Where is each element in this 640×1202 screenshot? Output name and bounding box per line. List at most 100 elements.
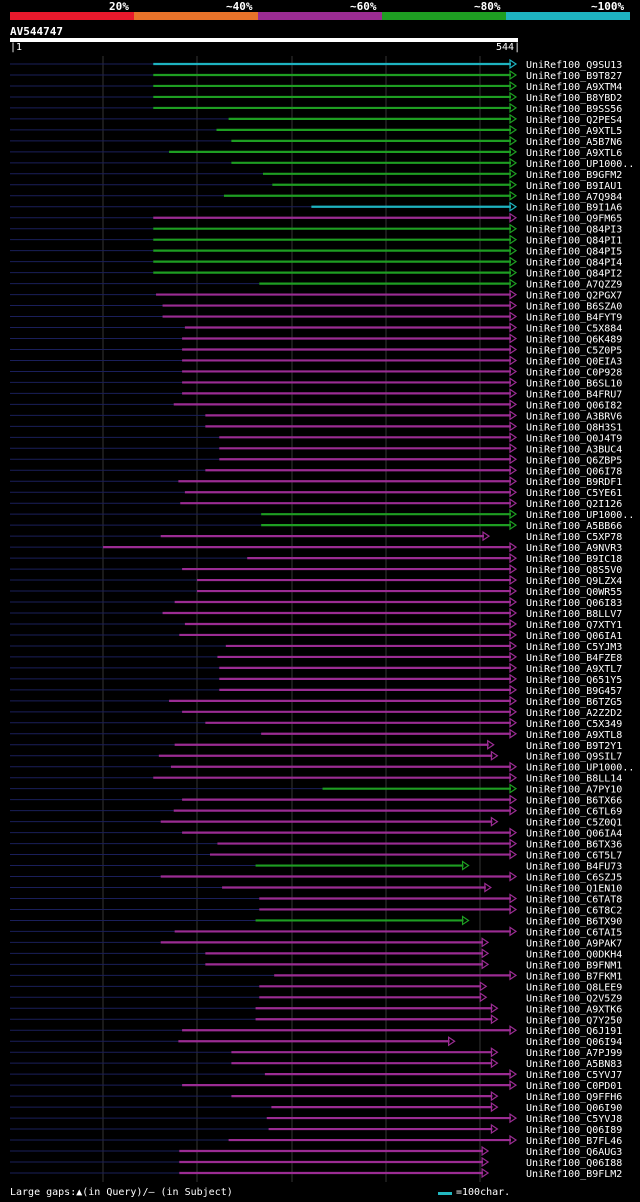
hit-label[interactable]: UniRef100_C5X349 (526, 719, 622, 730)
hit-row[interactable]: UniRef100_B8LL14 (10, 772, 622, 785)
hit-row[interactable]: UniRef100_A3BUC4 (10, 443, 622, 455)
hit-label[interactable]: UniRef100_C6TL69 (526, 807, 622, 818)
hit-label[interactable]: UniRef100_C5XP78 (526, 532, 622, 543)
hit-label[interactable]: UniRef100_C5Z0Q1 (526, 818, 622, 829)
hit-label[interactable]: UniRef100_B6SL10 (526, 378, 622, 389)
hit-row[interactable]: UniRef100_A9XTM4 (10, 80, 622, 93)
hit-row[interactable]: UniRef100_Q1EN10 (10, 882, 622, 895)
hit-row[interactable]: UniRef100_C5Z0P5 (10, 344, 622, 356)
hit-label[interactable]: UniRef100_C5YE61 (526, 488, 622, 499)
hit-label[interactable]: UniRef100_B9G457 (526, 686, 622, 697)
hit-row[interactable]: UniRef100_Q06I82 (10, 399, 622, 411)
hit-label[interactable]: UniRef100_Q6ZBP5 (526, 455, 622, 466)
hit-label[interactable]: UniRef100_Q651Y5 (526, 675, 622, 686)
hit-row[interactable]: UniRef100_UP1000.. (10, 157, 634, 170)
hit-label[interactable]: UniRef100_Q9FM65 (526, 214, 622, 225)
hit-row[interactable]: UniRef100_Q9FFH6 (10, 1090, 622, 1103)
hit-label[interactable]: UniRef100_B8LLV7 (526, 609, 622, 620)
hit-row[interactable]: UniRef100_B9IC18 (10, 552, 622, 565)
hit-row[interactable]: UniRef100_A5B7N6 (10, 135, 622, 148)
hit-row[interactable]: UniRef100_A9XTK6 (10, 1003, 622, 1015)
hit-label[interactable]: UniRef100_C5YJM3 (526, 642, 622, 653)
hit-row[interactable]: UniRef100_Q06IA4 (10, 827, 622, 840)
hit-row[interactable]: UniRef100_B9FLM2 (10, 1167, 622, 1180)
hit-label[interactable]: UniRef100_C5X884 (526, 324, 622, 335)
hit-label[interactable]: UniRef100_Q9SU13 (526, 60, 622, 71)
hit-row[interactable]: UniRef100_A3BRV6 (10, 410, 622, 422)
hit-label[interactable]: UniRef100_B6TX90 (526, 916, 622, 927)
hit-label[interactable]: UniRef100_A5BN83 (526, 1059, 622, 1070)
hit-row[interactable]: UniRef100_C5YE61 (10, 487, 622, 499)
hit-label[interactable]: UniRef100_A9NVR3 (526, 543, 622, 554)
hit-label[interactable]: UniRef100_A3BUC4 (526, 444, 622, 455)
hit-row[interactable]: UniRef100_A9NVR3 (10, 541, 622, 554)
hit-label[interactable]: UniRef100_B9I1A6 (526, 203, 622, 214)
hit-row[interactable]: UniRef100_B6TX36 (10, 838, 622, 851)
hit-row[interactable]: UniRef100_Q9SU13 (10, 58, 622, 71)
hit-row[interactable]: UniRef100_Q06I89 (10, 1123, 622, 1136)
hit-row[interactable]: UniRef100_B4FZE8 (10, 651, 622, 664)
hit-row[interactable]: UniRef100_A7QZZ9 (10, 278, 622, 291)
hit-row[interactable]: UniRef100_Q6AUG3 (10, 1145, 622, 1158)
hit-row[interactable]: UniRef100_C6T8C2 (10, 904, 622, 916)
hit-label[interactable]: UniRef100_Q9FFH6 (526, 1092, 622, 1103)
hit-label[interactable]: UniRef100_B9IAU1 (526, 181, 622, 192)
hit-row[interactable]: UniRef100_Q84PI1 (10, 234, 622, 247)
hit-label[interactable]: UniRef100_B6TX36 (526, 840, 622, 851)
hit-row[interactable]: UniRef100_B9SS56 (10, 102, 622, 115)
hit-row[interactable]: UniRef100_Q8H3S1 (10, 421, 622, 433)
hit-row[interactable]: UniRef100_B9G457 (10, 684, 622, 697)
hit-label[interactable]: UniRef100_A5BB66 (526, 521, 622, 532)
hit-label[interactable]: UniRef100_Q6K489 (526, 335, 622, 346)
hit-row[interactable]: UniRef100_Q06IA1 (10, 629, 622, 642)
hit-row[interactable]: UniRef100_A9XTL8 (10, 728, 622, 741)
hit-row[interactable]: UniRef100_Q06I90 (10, 1101, 622, 1114)
hit-row[interactable]: UniRef100_B9IAU1 (10, 179, 622, 192)
hit-row[interactable]: UniRef100_B9FNM1 (10, 959, 622, 971)
hit-row[interactable]: UniRef100_C5YVJ8 (10, 1112, 622, 1125)
hit-label[interactable]: UniRef100_Q06IA1 (526, 631, 622, 642)
hit-label[interactable]: UniRef100_A7PJ99 (526, 1048, 622, 1059)
hit-label[interactable]: UniRef100_B9SS56 (526, 104, 622, 115)
hit-row[interactable]: UniRef100_Q7XTY1 (10, 618, 622, 631)
hit-row[interactable]: UniRef100_Q06I78 (10, 465, 622, 477)
hit-row[interactable]: UniRef100_C5X884 (10, 322, 622, 335)
hit-row[interactable]: UniRef100_B6SZA0 (10, 300, 622, 313)
hit-label[interactable]: UniRef100_B8YBD2 (526, 93, 622, 104)
hit-label[interactable]: UniRef100_B6TX66 (526, 796, 622, 807)
hit-row[interactable]: UniRef100_B9RDF1 (10, 476, 622, 488)
hit-row[interactable]: UniRef100_B8LLV7 (10, 607, 622, 620)
hit-row[interactable]: UniRef100_C5Z0Q1 (10, 816, 622, 829)
hit-row[interactable]: UniRef100_Q84PI5 (10, 245, 622, 258)
hit-label[interactable]: UniRef100_Q9LZX4 (526, 576, 622, 587)
hit-label[interactable]: UniRef100_B8LL14 (526, 774, 622, 785)
hit-label[interactable]: UniRef100_B4FU73 (526, 862, 622, 873)
hit-row[interactable]: UniRef100_C6TL69 (10, 805, 622, 818)
hit-row[interactable]: UniRef100_Q06I88 (10, 1156, 622, 1169)
hit-row[interactable]: UniRef100_Q7Y250 (10, 1014, 622, 1026)
hit-label[interactable]: UniRef100_A9XTL6 (526, 148, 622, 159)
hit-row[interactable]: UniRef100_Q2I126 (10, 498, 622, 510)
hit-label[interactable]: UniRef100_A9PAK7 (526, 938, 622, 949)
hit-label[interactable]: UniRef100_A9XTL5 (526, 126, 622, 137)
hit-label[interactable]: UniRef100_B4FZE8 (526, 653, 622, 664)
hit-row[interactable]: UniRef100_Q9LZX4 (10, 574, 622, 587)
hit-label[interactable]: UniRef100_A5B7N6 (526, 137, 622, 148)
hit-row[interactable]: UniRef100_B4FU73 (10, 860, 622, 873)
hit-row[interactable]: UniRef100_C5YVJ7 (10, 1069, 622, 1081)
hit-row[interactable]: UniRef100_Q8LEE9 (10, 981, 622, 993)
hit-row[interactable]: UniRef100_B9GFM2 (10, 168, 622, 181)
hit-row[interactable]: UniRef100_Q651Y5 (10, 673, 622, 686)
hit-label[interactable]: UniRef100_B6SZA0 (526, 302, 622, 313)
hit-label[interactable]: UniRef100_B9IC18 (526, 554, 622, 565)
hit-label[interactable]: UniRef100_Q8LEE9 (526, 982, 622, 993)
hit-label[interactable]: UniRef100_Q1EN10 (526, 884, 622, 895)
hit-label[interactable]: UniRef100_C6TAI5 (526, 927, 622, 938)
hit-row[interactable]: UniRef100_Q6ZBP5 (10, 454, 622, 466)
hit-row[interactable]: UniRef100_B4FYT9 (10, 311, 622, 324)
hit-label[interactable]: UniRef100_Q0WR55 (526, 587, 622, 598)
hit-row[interactable]: UniRef100_Q2PES4 (10, 113, 622, 126)
hit-row[interactable]: UniRef100_C5XP78 (10, 531, 622, 543)
hit-label[interactable]: UniRef100_Q06I83 (526, 598, 622, 609)
hit-label[interactable]: UniRef100_B7FL46 (526, 1136, 622, 1147)
